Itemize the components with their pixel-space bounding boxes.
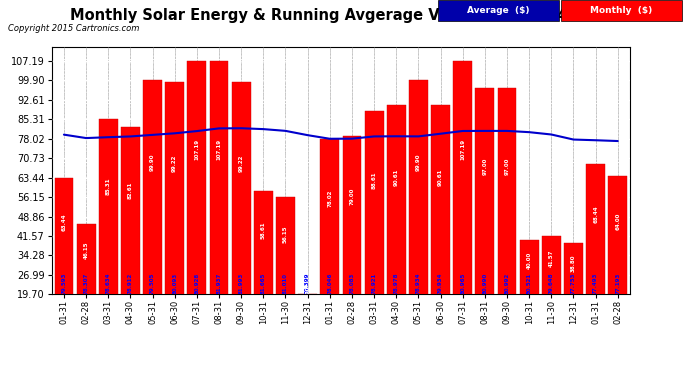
Text: 40.00: 40.00 <box>526 252 532 269</box>
Bar <box>298 294 317 347</box>
Text: Copyright 2015 Cartronics.com: Copyright 2015 Cartronics.com <box>8 24 139 33</box>
Text: 78.634: 78.634 <box>106 272 110 294</box>
Text: Monthly Solar Energy & Running Avgerage Value Wed Mar 4 17:51: Monthly Solar Energy & Running Avgerage … <box>70 8 620 23</box>
Text: 81.937: 81.937 <box>217 272 221 294</box>
Text: 80.990: 80.990 <box>482 272 487 294</box>
Text: 41.57: 41.57 <box>549 249 554 267</box>
Text: 79.934: 79.934 <box>438 272 443 294</box>
Text: 80.965: 80.965 <box>460 272 465 294</box>
Bar <box>166 82 184 347</box>
Text: 79.593: 79.593 <box>61 272 66 294</box>
Text: 99.90: 99.90 <box>150 153 155 171</box>
Text: 78.921: 78.921 <box>372 272 377 294</box>
Text: 81.993: 81.993 <box>239 272 244 294</box>
Text: 82.61: 82.61 <box>128 182 133 199</box>
Bar <box>609 176 627 347</box>
Bar <box>276 197 295 347</box>
Bar <box>99 119 118 347</box>
Text: 19.70: 19.70 <box>305 286 310 303</box>
Bar <box>254 190 273 347</box>
Text: Average  ($): Average ($) <box>467 6 530 15</box>
Text: 46.15: 46.15 <box>83 242 88 260</box>
Text: 99.22: 99.22 <box>239 154 244 172</box>
Bar <box>409 81 428 347</box>
Bar <box>320 139 339 347</box>
Text: 78.307: 78.307 <box>83 272 88 294</box>
Text: 80.521: 80.521 <box>526 273 532 294</box>
Bar <box>342 136 362 347</box>
Bar <box>453 61 472 347</box>
Bar <box>431 105 450 347</box>
Text: 80.093: 80.093 <box>172 272 177 294</box>
Text: Monthly  ($): Monthly ($) <box>590 6 653 15</box>
Bar <box>520 240 539 347</box>
Bar <box>497 88 516 347</box>
Text: 78.046: 78.046 <box>327 272 333 294</box>
Text: 78.02: 78.02 <box>327 189 333 207</box>
Text: 58.61: 58.61 <box>261 221 266 239</box>
Bar <box>210 61 228 347</box>
Bar <box>232 82 250 347</box>
Text: 79.505: 79.505 <box>150 272 155 294</box>
Text: 88.61: 88.61 <box>372 172 377 189</box>
Text: 77.193: 77.193 <box>615 272 620 294</box>
Text: 81.665: 81.665 <box>261 272 266 294</box>
Bar <box>542 236 561 347</box>
Text: 64.00: 64.00 <box>615 212 620 230</box>
Bar <box>475 88 494 347</box>
Text: 85.31: 85.31 <box>106 177 110 195</box>
Text: 107.19: 107.19 <box>460 139 465 160</box>
Text: 90.61: 90.61 <box>394 168 399 186</box>
Text: 90.61: 90.61 <box>438 168 443 186</box>
Text: 38.80: 38.80 <box>571 254 576 272</box>
Text: 81.010: 81.010 <box>283 273 288 294</box>
Text: 107.19: 107.19 <box>217 139 221 160</box>
Bar <box>55 178 73 347</box>
Text: 78.934: 78.934 <box>416 272 421 294</box>
Bar <box>564 243 583 347</box>
Text: 97.00: 97.00 <box>482 158 487 175</box>
Text: 99.22: 99.22 <box>172 154 177 172</box>
Text: 80.992: 80.992 <box>504 272 509 294</box>
Text: 107.19: 107.19 <box>195 139 199 160</box>
Bar <box>365 111 384 347</box>
Text: 77.753: 77.753 <box>571 272 576 294</box>
Text: 80.928: 80.928 <box>195 272 199 294</box>
Text: 79.648: 79.648 <box>549 272 554 294</box>
Text: 68.44: 68.44 <box>593 205 598 223</box>
Text: 78.912: 78.912 <box>128 272 133 294</box>
Text: 78.978: 78.978 <box>394 272 399 294</box>
Text: 78.083: 78.083 <box>349 272 355 294</box>
Bar <box>586 164 605 347</box>
Text: 79.00: 79.00 <box>349 188 355 205</box>
Text: 63.44: 63.44 <box>61 213 66 231</box>
Text: 79.399: 79.399 <box>305 272 310 294</box>
Text: 99.90: 99.90 <box>416 153 421 171</box>
Text: 77.493: 77.493 <box>593 272 598 294</box>
Bar <box>121 127 140 347</box>
Text: 97.00: 97.00 <box>504 158 509 175</box>
Bar <box>143 81 162 347</box>
Bar <box>77 224 95 347</box>
Bar <box>188 61 206 347</box>
Bar <box>387 105 406 347</box>
Text: 56.15: 56.15 <box>283 225 288 243</box>
